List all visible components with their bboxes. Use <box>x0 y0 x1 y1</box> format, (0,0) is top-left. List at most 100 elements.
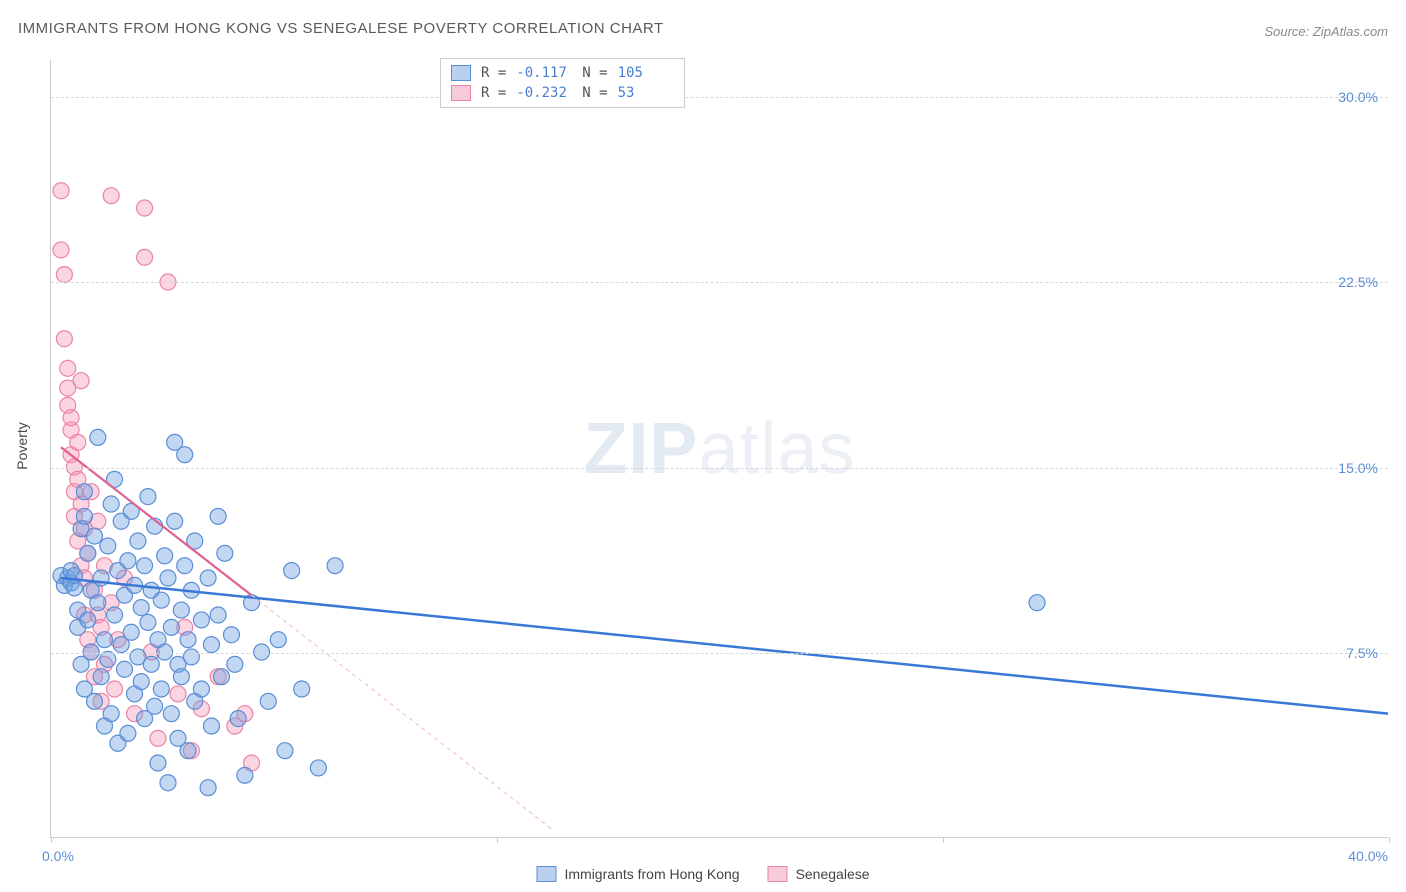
data-point <box>100 651 116 667</box>
data-point <box>203 637 219 653</box>
n-label: N = <box>582 65 607 81</box>
data-point <box>160 570 176 586</box>
y-tick-label: 30.0% <box>1338 89 1378 105</box>
y-tick-label: 15.0% <box>1338 460 1378 476</box>
data-point <box>96 632 112 648</box>
data-point <box>56 331 72 347</box>
data-point <box>140 614 156 630</box>
data-point <box>56 267 72 283</box>
data-point <box>327 558 343 574</box>
data-point <box>137 558 153 574</box>
grid-line <box>51 653 1388 654</box>
legend-swatch-pink <box>451 85 471 101</box>
data-point <box>103 188 119 204</box>
r-label: R = <box>481 65 506 81</box>
data-point <box>200 780 216 796</box>
data-point <box>86 528 102 544</box>
source-attribution: Source: ZipAtlas.com <box>1264 24 1388 39</box>
data-point <box>1029 595 1045 611</box>
data-point <box>117 661 133 677</box>
y-tick-label: 22.5% <box>1338 274 1378 290</box>
data-point <box>183 649 199 665</box>
data-point <box>137 249 153 265</box>
data-point <box>163 706 179 722</box>
data-point <box>294 681 310 697</box>
x-tick <box>1389 837 1390 843</box>
data-point <box>133 600 149 616</box>
data-point <box>237 767 253 783</box>
x-tick <box>943 837 944 843</box>
data-point <box>260 693 276 709</box>
data-point <box>193 681 209 697</box>
data-point <box>177 558 193 574</box>
data-point <box>90 595 106 611</box>
data-point <box>147 698 163 714</box>
x-axis-max-label: 40.0% <box>1348 848 1388 864</box>
data-point <box>123 624 139 640</box>
data-point <box>310 760 326 776</box>
n-value: 53 <box>618 85 674 101</box>
data-point <box>103 706 119 722</box>
data-point <box>284 563 300 579</box>
x-tick <box>51 837 52 843</box>
r-label: R = <box>481 85 506 101</box>
data-point <box>143 656 159 672</box>
grid-line <box>51 97 1388 98</box>
data-point <box>140 489 156 505</box>
data-point <box>133 674 149 690</box>
grid-line <box>51 282 1388 283</box>
legend-swatch-blue <box>451 65 471 81</box>
data-point <box>70 434 86 450</box>
data-point <box>103 496 119 512</box>
data-point <box>167 513 183 529</box>
data-point <box>180 632 196 648</box>
data-point <box>163 619 179 635</box>
x-tick <box>497 837 498 843</box>
data-point <box>177 447 193 463</box>
legend-stats-row: R = -0.117 N = 105 <box>451 63 674 83</box>
data-point <box>213 669 229 685</box>
plot-area: ZIPatlas 7.5%15.0%22.5%30.0% <box>50 60 1388 838</box>
data-point <box>137 200 153 216</box>
data-point <box>63 410 79 426</box>
data-point <box>157 548 173 564</box>
data-point <box>173 602 189 618</box>
data-point <box>120 553 136 569</box>
data-point <box>217 545 233 561</box>
data-point <box>180 743 196 759</box>
data-point <box>80 545 96 561</box>
legend-stats-row: R = -0.232 N = 53 <box>451 83 674 103</box>
data-point <box>170 686 186 702</box>
data-point <box>224 627 240 643</box>
data-point <box>100 538 116 554</box>
n-value: 105 <box>618 65 674 81</box>
data-point <box>86 693 102 709</box>
data-point <box>200 570 216 586</box>
legend-swatch-pink <box>768 866 788 882</box>
y-axis-title: Poverty <box>14 422 30 469</box>
data-point <box>73 373 89 389</box>
data-point <box>173 669 189 685</box>
data-point <box>270 632 286 648</box>
data-point <box>203 718 219 734</box>
data-point <box>107 681 123 697</box>
regression-line-ext <box>252 595 553 829</box>
data-point <box>80 612 96 628</box>
r-value: -0.117 <box>516 65 572 81</box>
data-point <box>53 183 69 199</box>
data-point <box>230 711 246 727</box>
data-point <box>53 242 69 258</box>
legend-label: Immigrants from Hong Kong <box>564 866 739 882</box>
legend-item: Senegalese <box>768 866 870 882</box>
data-point <box>130 533 146 549</box>
data-point <box>210 508 226 524</box>
data-point <box>153 681 169 697</box>
legend-label: Senegalese <box>796 866 870 882</box>
data-point <box>93 669 109 685</box>
data-point <box>60 360 76 376</box>
data-point <box>150 730 166 746</box>
data-point <box>160 775 176 791</box>
data-point <box>107 607 123 623</box>
data-point <box>76 484 92 500</box>
data-point <box>210 607 226 623</box>
